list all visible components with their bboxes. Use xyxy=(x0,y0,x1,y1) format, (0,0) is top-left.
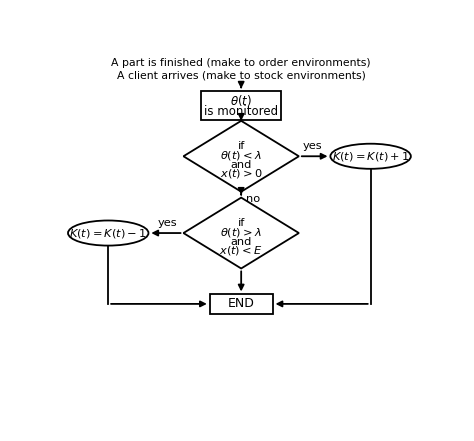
Text: $K(t) = K(t) + 1$: $K(t) = K(t) + 1$ xyxy=(332,150,410,163)
Text: A part is finished (make to order environments): A part is finished (make to order enviro… xyxy=(111,58,371,68)
Text: A client arrives (make to stock environments): A client arrives (make to stock environm… xyxy=(117,71,365,81)
Text: yes: yes xyxy=(158,218,178,228)
Text: $\theta(t) > \lambda$: $\theta(t) > \lambda$ xyxy=(220,226,262,239)
Text: and: and xyxy=(230,236,252,247)
Text: $\theta(t) < \lambda$: $\theta(t) < \lambda$ xyxy=(220,149,262,162)
Ellipse shape xyxy=(330,144,411,169)
Text: if: if xyxy=(237,141,245,151)
Text: yes: yes xyxy=(302,141,322,151)
Polygon shape xyxy=(183,198,299,269)
Text: $x(t) > 0$: $x(t) > 0$ xyxy=(220,167,263,180)
Text: $K(t) = K(t) - 1$: $K(t) = K(t) - 1$ xyxy=(69,227,147,239)
Text: no: no xyxy=(246,194,261,204)
Text: END: END xyxy=(228,297,255,310)
FancyBboxPatch shape xyxy=(201,91,282,120)
FancyBboxPatch shape xyxy=(210,294,273,314)
Text: $x(t) < E$: $x(t) < E$ xyxy=(219,244,263,257)
Text: is monitored: is monitored xyxy=(204,105,278,119)
Text: $\theta(t)$: $\theta(t)$ xyxy=(230,93,252,108)
Ellipse shape xyxy=(68,220,148,246)
Polygon shape xyxy=(183,121,299,192)
Text: if: if xyxy=(237,218,245,228)
Text: and: and xyxy=(230,160,252,170)
